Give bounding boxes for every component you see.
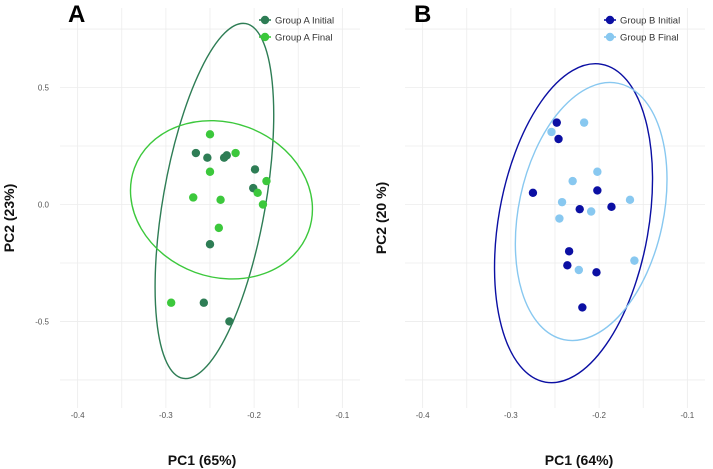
x-tick-label: -0.1	[335, 411, 349, 420]
x-tick-label: -0.3	[504, 411, 518, 420]
series-points	[547, 118, 639, 275]
data-point	[625, 195, 635, 205]
data-point	[262, 176, 271, 186]
legend: Group B Initial Group B Final	[604, 16, 680, 44]
legend-marker	[605, 32, 615, 42]
panel-a: -0.4 -0.3 -0.2 -0.1 -0.5 0.0 0.5 A PC1 (65%) PC2 …	[1, 1, 360, 468]
data-point	[203, 153, 212, 162]
legend-label: Group B Initial	[620, 16, 680, 27]
data-point	[528, 188, 538, 197]
confidence-ellipse	[493, 63, 654, 384]
data-point	[231, 148, 240, 158]
data-point	[199, 298, 209, 307]
data-point	[630, 256, 639, 265]
data-point	[191, 148, 201, 158]
data-point	[568, 176, 577, 186]
data-point	[554, 134, 563, 144]
confidence-ellipse	[154, 22, 275, 380]
data-point	[578, 303, 587, 312]
data-point	[593, 167, 602, 176]
data-point	[555, 214, 564, 223]
panel-b: -0.4 -0.3 -0.2 -0.1 B PC1 (64%) PC2 (20 %) Grou…	[373, 1, 705, 468]
data-point	[563, 261, 572, 270]
x-tick-label: -0.4	[416, 411, 430, 420]
data-point	[607, 202, 616, 212]
data-point	[258, 200, 268, 209]
y-tick-label: 0.5	[38, 84, 50, 93]
data-point	[214, 223, 224, 233]
legend-label: Group A Final	[275, 33, 333, 44]
data-point	[253, 188, 262, 197]
gridlines	[60, 8, 360, 408]
data-point	[205, 130, 215, 139]
data-point	[575, 204, 584, 214]
legend-marker	[260, 32, 270, 42]
y-tick-label: 0.0	[38, 200, 50, 209]
data-point	[593, 186, 602, 195]
data-point	[205, 240, 215, 249]
confidence-ellipse	[514, 81, 668, 342]
data-point	[216, 195, 225, 205]
confidence-ellipse	[129, 119, 314, 280]
series-points	[166, 130, 271, 307]
series-points	[528, 118, 616, 312]
x-tick-label: -0.2	[592, 411, 606, 420]
legend-label: Group B Final	[620, 33, 679, 44]
x-tick-label: -0.3	[159, 411, 173, 420]
x-axis-label: PC1 (65%)	[168, 452, 236, 468]
legend-marker	[260, 15, 270, 25]
y-axis-label: PC2 (20 %)	[373, 182, 389, 254]
data-point	[557, 197, 567, 207]
y-tick-label: -0.5	[35, 317, 49, 326]
x-axis-label: PC1 (64%)	[545, 452, 613, 468]
data-point	[592, 268, 601, 277]
data-point	[166, 298, 176, 307]
gridlines	[405, 8, 705, 408]
x-tick-label: -0.2	[247, 411, 261, 420]
data-point	[586, 207, 596, 216]
data-point	[579, 118, 589, 127]
y-axis-label: PC2 (23%)	[1, 184, 17, 252]
x-tick-label: -0.1	[680, 411, 694, 420]
panel-label: A	[68, 1, 85, 28]
data-point	[552, 118, 561, 127]
data-point	[564, 247, 574, 256]
data-point	[189, 193, 198, 202]
data-point	[205, 167, 215, 176]
legend-label: Group A Initial	[275, 16, 334, 27]
data-point	[225, 317, 234, 326]
data-point	[222, 151, 231, 160]
series-points	[191, 148, 260, 326]
data-point	[250, 165, 260, 174]
data-point	[547, 127, 556, 137]
panel-label: B	[414, 1, 431, 28]
data-point	[574, 265, 584, 275]
legend-marker	[605, 15, 615, 25]
legend: Group A Initial Group A Final	[259, 16, 334, 44]
x-tick-label: -0.4	[71, 411, 85, 420]
